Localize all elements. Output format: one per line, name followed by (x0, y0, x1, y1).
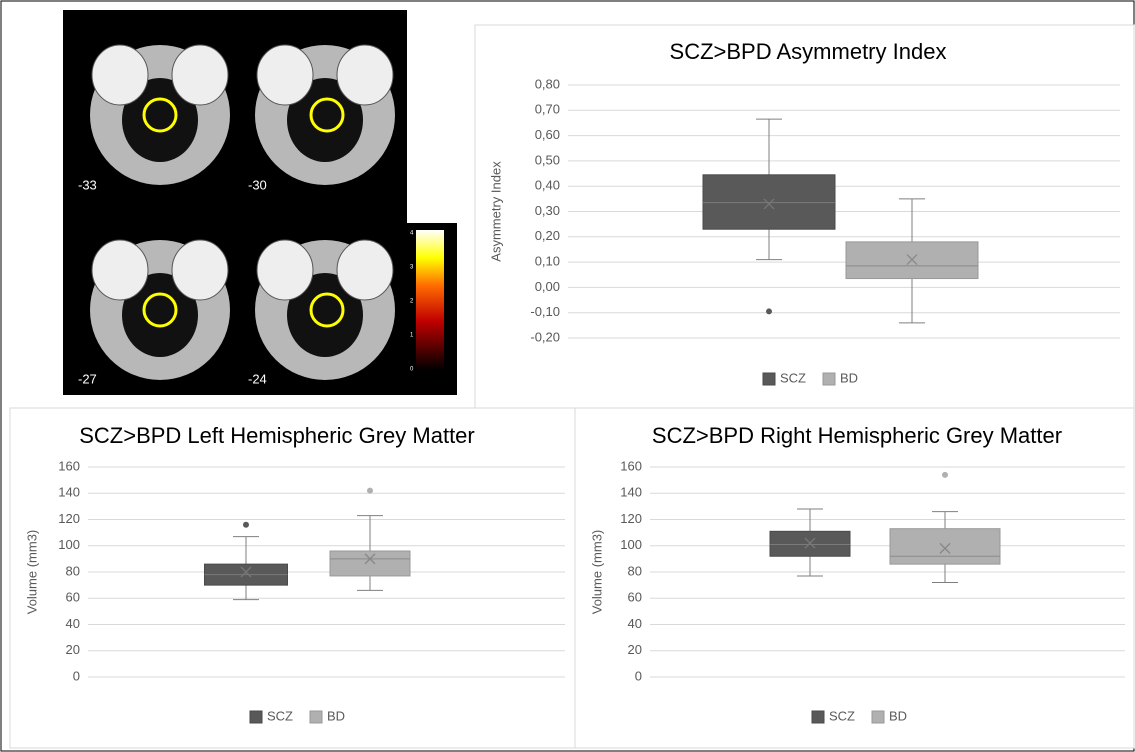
outlier (367, 488, 373, 494)
y-tick-label: 0,20 (535, 228, 560, 243)
y-tick-label: -0,20 (530, 329, 560, 344)
y-tick-label: 0,60 (535, 127, 560, 142)
y-tick-label: 80 (66, 563, 80, 578)
legend-swatch (310, 711, 322, 723)
box (890, 529, 1000, 564)
y-tick-label: 100 (58, 537, 80, 552)
y-tick-label: 100 (620, 537, 642, 552)
brain-lobe (172, 240, 228, 300)
slice-label: -33 (78, 177, 97, 192)
y-tick-label: 160 (620, 458, 642, 473)
y-tick-label: 0,00 (535, 279, 560, 294)
brain-lobe (172, 45, 228, 105)
y-tick-label: -0,10 (530, 304, 560, 319)
y-tick-label: 0,80 (535, 76, 560, 91)
brain-lobe (337, 45, 393, 105)
y-tick-label: 0,10 (535, 254, 560, 269)
y-tick-label: 0,40 (535, 178, 560, 193)
y-tick-label: 60 (66, 590, 80, 605)
box (330, 551, 410, 576)
legend-swatch (823, 373, 835, 385)
y-tick-label: 40 (628, 616, 642, 631)
y-tick-label: 40 (66, 616, 80, 631)
legend-label: BD (840, 370, 858, 385)
y-tick-label: 0,70 (535, 102, 560, 117)
legend-label: BD (327, 708, 345, 723)
legend-label: SCZ (267, 708, 293, 723)
legend-swatch (872, 711, 884, 723)
y-tick-label: 0 (635, 668, 642, 683)
legend-swatch (250, 711, 262, 723)
y-axis-label: Volume (mm3) (589, 530, 604, 615)
legend-swatch (812, 711, 824, 723)
brain-lobe (257, 45, 313, 105)
colorbar (416, 230, 444, 370)
y-tick-label: 0,30 (535, 203, 560, 218)
y-tick-label: 120 (58, 511, 80, 526)
y-tick-label: 80 (628, 563, 642, 578)
outlier (766, 308, 772, 314)
y-axis-label: Asymmetry Index (488, 161, 503, 262)
brain-lobe (92, 240, 148, 300)
outlier (942, 472, 948, 478)
outlier (243, 522, 249, 528)
y-tick-label: 140 (58, 485, 80, 500)
chart-title: SCZ>BPD Right Hemispheric Grey Matter (652, 423, 1062, 448)
y-tick-label: 20 (66, 642, 80, 657)
legend-swatch (763, 373, 775, 385)
slice-label: -30 (248, 177, 267, 192)
slice-label: -27 (78, 371, 97, 386)
brain-lobe (257, 240, 313, 300)
y-tick-label: 0 (73, 668, 80, 683)
y-tick-label: 60 (628, 590, 642, 605)
y-axis-label: Volume (mm3) (24, 530, 39, 615)
legend-label: BD (889, 708, 907, 723)
y-tick-label: 160 (58, 458, 80, 473)
chart-title: SCZ>BPD Left Hemispheric Grey Matter (79, 423, 475, 448)
y-tick-label: 20 (628, 642, 642, 657)
legend-label: SCZ (829, 708, 855, 723)
y-tick-label: 120 (620, 511, 642, 526)
brain-lobe (337, 240, 393, 300)
y-tick-label: 0,50 (535, 152, 560, 167)
figure: -33-30-27-2443210SCZ>BPD Asymmetry Index… (0, 0, 1135, 752)
legend-label: SCZ (780, 370, 806, 385)
brain-lobe (92, 45, 148, 105)
slice-label: -24 (248, 371, 267, 386)
y-tick-label: 140 (620, 485, 642, 500)
box (703, 175, 835, 229)
chart-title: SCZ>BPD Asymmetry Index (670, 39, 947, 64)
